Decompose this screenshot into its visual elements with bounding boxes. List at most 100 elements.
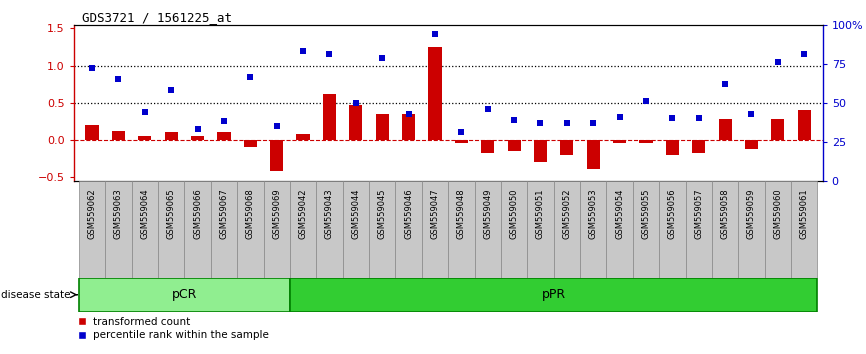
Bar [448, 181, 475, 278]
Text: GSM559048: GSM559048 [457, 188, 466, 239]
Point [85, 65, 99, 71]
Text: GSM559042: GSM559042 [299, 188, 307, 239]
Bar [86, 125, 99, 140]
Bar [343, 181, 369, 278]
Bar [613, 140, 626, 143]
Text: pPR: pPR [541, 288, 565, 301]
Bar [191, 136, 204, 140]
Text: GSM559053: GSM559053 [589, 188, 598, 239]
Bar [633, 181, 659, 278]
Bar [455, 140, 468, 143]
Text: GSM559045: GSM559045 [378, 188, 387, 239]
Text: GSM559046: GSM559046 [404, 188, 413, 239]
Bar [481, 140, 494, 153]
Text: GSM559065: GSM559065 [166, 188, 176, 239]
Text: GSM559058: GSM559058 [721, 188, 730, 239]
Point [270, 124, 284, 129]
Text: GSM559059: GSM559059 [747, 188, 756, 239]
Text: GSM559064: GSM559064 [140, 188, 149, 239]
Text: GSM559068: GSM559068 [246, 188, 255, 239]
Bar [765, 181, 791, 278]
Point [217, 118, 231, 124]
Point [402, 111, 416, 116]
Point [745, 111, 759, 116]
Text: GSM559057: GSM559057 [695, 188, 703, 239]
Point [560, 121, 574, 126]
Point [375, 55, 389, 61]
Text: GSM559067: GSM559067 [219, 188, 229, 239]
Bar [290, 278, 818, 312]
Bar [217, 132, 230, 140]
Bar [132, 181, 158, 278]
Bar [376, 114, 389, 140]
Bar [791, 181, 818, 278]
Point [349, 100, 363, 105]
Bar [396, 181, 422, 278]
Point [455, 130, 469, 135]
Text: GSM559066: GSM559066 [193, 188, 202, 239]
Bar [422, 181, 448, 278]
Bar [501, 181, 527, 278]
Bar [507, 140, 520, 151]
Bar [686, 181, 712, 278]
Bar [323, 94, 336, 140]
Text: GSM559052: GSM559052 [562, 188, 572, 239]
Bar [79, 181, 106, 278]
Bar [560, 140, 573, 155]
Text: GSM559047: GSM559047 [430, 188, 439, 239]
Point [639, 98, 653, 104]
Point [191, 126, 204, 132]
Bar [402, 114, 415, 140]
Bar [533, 140, 547, 162]
Point [798, 52, 811, 57]
Bar [184, 181, 210, 278]
Bar [745, 140, 758, 149]
Bar [112, 131, 125, 140]
Point [586, 121, 600, 126]
Bar [296, 134, 310, 140]
Text: GSM559069: GSM559069 [272, 188, 281, 239]
Bar [270, 140, 283, 171]
Bar [606, 181, 633, 278]
Legend: transformed count, percentile rank within the sample: transformed count, percentile rank withi… [79, 317, 269, 341]
Text: GSM559060: GSM559060 [773, 188, 782, 239]
Text: GSM559056: GSM559056 [668, 188, 677, 239]
Bar [263, 181, 290, 278]
Text: GSM559054: GSM559054 [615, 188, 624, 239]
Bar [798, 110, 811, 140]
Point [612, 115, 626, 120]
Point [718, 81, 732, 87]
Bar [659, 181, 686, 278]
Bar [429, 47, 442, 140]
Text: disease state: disease state [1, 290, 70, 300]
Bar [237, 181, 263, 278]
Bar [772, 119, 785, 140]
Bar [139, 136, 152, 140]
Point [296, 48, 310, 53]
Text: GSM559063: GSM559063 [114, 188, 123, 239]
Point [692, 115, 706, 121]
Point [665, 115, 679, 121]
Bar [639, 140, 653, 143]
Bar [475, 181, 501, 278]
Bar [527, 181, 553, 278]
Bar [553, 181, 580, 278]
Point [165, 87, 178, 93]
Bar [290, 181, 316, 278]
Bar [316, 181, 343, 278]
Bar [586, 140, 600, 170]
Point [138, 109, 152, 115]
Point [322, 52, 336, 57]
Bar [739, 181, 765, 278]
Bar [580, 181, 606, 278]
Bar [243, 140, 257, 147]
Bar [165, 132, 178, 140]
Text: GSM559043: GSM559043 [325, 188, 334, 239]
Bar [106, 181, 132, 278]
Point [481, 106, 494, 112]
Text: GSM559049: GSM559049 [483, 188, 492, 239]
Bar [79, 278, 290, 312]
Bar [158, 181, 184, 278]
Text: GSM559055: GSM559055 [642, 188, 650, 239]
Text: GDS3721 / 1561225_at: GDS3721 / 1561225_at [82, 11, 232, 24]
